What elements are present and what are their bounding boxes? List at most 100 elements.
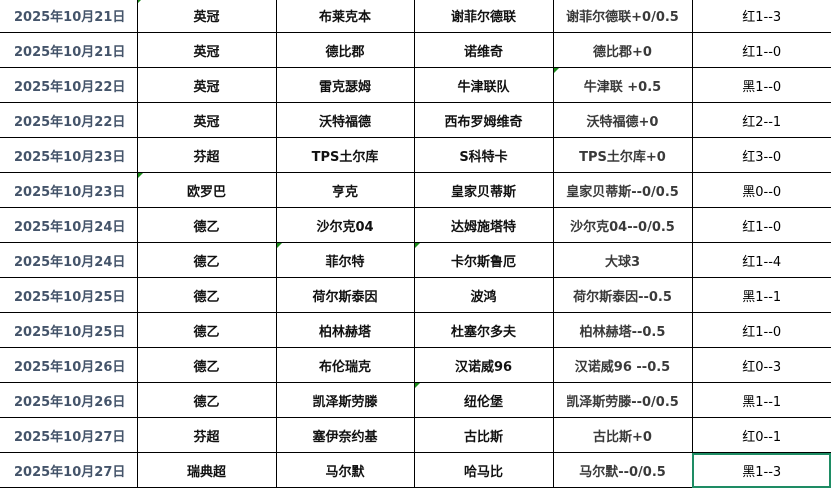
league-cell[interactable]: 英冠 <box>136 0 277 33</box>
home-text: 菲尔特 <box>325 254 365 270</box>
result-cell[interactable]: 黑1--1 <box>691 277 831 313</box>
away-cell[interactable]: 古比斯 <box>413 417 554 453</box>
away-cell[interactable]: 诺维奇 <box>413 32 554 68</box>
away-cell[interactable]: 汉诺威96 <box>413 347 554 383</box>
handicap-text: 马尔默--0/0.5 <box>579 464 666 480</box>
away-cell[interactable]: 卡尔斯鲁厄 <box>413 242 554 278</box>
handicap-text: 汉诺威96 --0.5 <box>574 359 671 375</box>
result-cell[interactable]: 红1--0 <box>691 207 831 243</box>
league-cell[interactable]: 芬超 <box>136 137 277 173</box>
date-cell[interactable]: 2025年10月25日 <box>0 277 138 313</box>
table-row: 2025年10月26日 德乙 布伦瑞克 汉诺威96 汉诺威96 --0.5 红0--3 <box>0 347 831 383</box>
date-text: 2025年10月27日 <box>14 429 126 445</box>
league-cell[interactable]: 德乙 <box>136 277 277 313</box>
away-cell[interactable]: 谢菲尔德联 <box>413 0 554 33</box>
date-cell[interactable]: 2025年10月21日 <box>0 0 138 33</box>
home-cell[interactable]: 塞伊奈约基 <box>275 417 415 453</box>
date-cell[interactable]: 2025年10月27日 <box>0 452 138 488</box>
home-cell[interactable]: 雷克瑟姆 <box>275 67 415 103</box>
league-cell[interactable]: 德乙 <box>136 347 277 383</box>
result-cell[interactable]: 红1--0 <box>691 32 831 68</box>
home-cell[interactable]: 柏林赫塔 <box>275 312 415 348</box>
result-cell[interactable]: 黑1--1 <box>691 382 831 418</box>
handicap-cell[interactable]: 马尔默--0/0.5 <box>552 452 693 488</box>
league-cell[interactable]: 瑞典超 <box>136 452 277 488</box>
result-cell[interactable]: 红1--0 <box>691 312 831 348</box>
date-cell[interactable]: 2025年10月22日 <box>0 102 138 138</box>
handicap-cell[interactable]: 凯泽斯劳滕--0/0.5 <box>552 382 693 418</box>
home-cell[interactable]: 亨克 <box>275 172 415 208</box>
date-cell[interactable]: 2025年10月26日 <box>0 347 138 383</box>
handicap-cell[interactable]: 汉诺威96 --0.5 <box>552 347 693 383</box>
league-cell[interactable]: 英冠 <box>136 102 277 138</box>
league-cell[interactable]: 德乙 <box>136 382 277 418</box>
home-cell[interactable]: 布莱克本 <box>275 0 415 33</box>
home-text: 马尔默 <box>325 464 365 480</box>
home-cell[interactable]: TPS土尔库 <box>275 137 415 173</box>
date-cell[interactable]: 2025年10月24日 <box>0 207 138 243</box>
handicap-cell[interactable]: 沙尔克04--0/0.5 <box>552 207 693 243</box>
result-cell[interactable]: 红3--0 <box>691 137 831 173</box>
date-text: 2025年10月23日 <box>14 184 126 200</box>
date-text: 2025年10月25日 <box>14 289 126 305</box>
handicap-cell[interactable]: 大球3 <box>552 242 693 278</box>
result-cell[interactable]: 黑1--3 <box>691 452 831 488</box>
home-text: TPS土尔库 <box>311 149 379 165</box>
home-text: 沃特福德 <box>318 114 371 130</box>
away-cell[interactable]: 纽伦堡 <box>413 382 554 418</box>
handicap-cell[interactable]: 古比斯+0 <box>552 417 693 453</box>
date-cell[interactable]: 2025年10月21日 <box>0 32 138 68</box>
away-cell[interactable]: 哈马比 <box>413 452 554 488</box>
home-cell[interactable]: 马尔默 <box>275 452 415 488</box>
handicap-cell[interactable]: 牛津联 +0.5 <box>552 67 693 103</box>
result-cell[interactable]: 红1--4 <box>691 242 831 278</box>
away-text: 古比斯 <box>463 429 503 445</box>
home-cell[interactable]: 菲尔特 <box>275 242 415 278</box>
date-cell[interactable]: 2025年10月22日 <box>0 67 138 103</box>
league-cell[interactable]: 芬超 <box>136 417 277 453</box>
league-cell[interactable]: 德乙 <box>136 207 277 243</box>
home-cell[interactable]: 沙尔克04 <box>275 207 415 243</box>
away-cell[interactable]: 西布罗姆维奇 <box>413 102 554 138</box>
date-cell[interactable]: 2025年10月25日 <box>0 312 138 348</box>
date-cell[interactable]: 2025年10月26日 <box>0 382 138 418</box>
home-cell[interactable]: 布伦瑞克 <box>275 347 415 383</box>
result-cell[interactable]: 红0--1 <box>691 417 831 453</box>
date-cell[interactable]: 2025年10月23日 <box>0 137 138 173</box>
away-cell[interactable]: 杜塞尔多夫 <box>413 312 554 348</box>
date-cell[interactable]: 2025年10月24日 <box>0 242 138 278</box>
table-row: 2025年10月23日 欧罗巴 亨克 皇家贝蒂斯 皇家贝蒂斯--0/0.5 黑0--0 <box>0 172 831 208</box>
result-text: 黑1--3 <box>742 464 782 480</box>
home-cell[interactable]: 沃特福德 <box>275 102 415 138</box>
league-cell[interactable]: 德乙 <box>136 312 277 348</box>
home-cell[interactable]: 荷尔斯泰因 <box>275 277 415 313</box>
home-cell[interactable]: 凯泽斯劳滕 <box>275 382 415 418</box>
away-cell[interactable]: S科特卡 <box>413 137 554 173</box>
result-cell[interactable]: 红2--1 <box>691 102 831 138</box>
league-cell[interactable]: 英冠 <box>136 67 277 103</box>
away-cell[interactable]: 达姆施塔特 <box>413 207 554 243</box>
date-cell[interactable]: 2025年10月27日 <box>0 417 138 453</box>
league-cell[interactable]: 欧罗巴 <box>136 172 277 208</box>
handicap-cell[interactable]: 荷尔斯泰因--0.5 <box>552 277 693 313</box>
result-cell[interactable]: 红0--3 <box>691 347 831 383</box>
handicap-cell[interactable]: TPS土尔库+0 <box>552 137 693 173</box>
league-cell[interactable]: 英冠 <box>136 32 277 68</box>
handicap-cell[interactable]: 皇家贝蒂斯--0/0.5 <box>552 172 693 208</box>
handicap-cell[interactable]: 柏林赫塔--0.5 <box>552 312 693 348</box>
home-cell[interactable]: 德比郡 <box>275 32 415 68</box>
away-cell[interactable]: 皇家贝蒂斯 <box>413 172 554 208</box>
handicap-cell[interactable]: 沃特福德+0 <box>552 102 693 138</box>
handicap-text: 沙尔克04--0/0.5 <box>570 219 675 235</box>
date-text: 2025年10月24日 <box>14 219 126 235</box>
result-cell[interactable]: 红1--3 <box>691 0 831 33</box>
handicap-cell[interactable]: 德比郡+0 <box>552 32 693 68</box>
away-cell[interactable]: 牛津联队 <box>413 67 554 103</box>
date-cell[interactable]: 2025年10月23日 <box>0 172 138 208</box>
handicap-cell[interactable]: 谢菲尔德联+0/0.5 <box>552 0 693 33</box>
league-cell[interactable]: 德乙 <box>136 242 277 278</box>
result-cell[interactable]: 黑0--0 <box>691 172 831 208</box>
away-cell[interactable]: 波鸿 <box>413 277 554 313</box>
away-text: 达姆施塔特 <box>450 219 516 235</box>
result-cell[interactable]: 黑1--0 <box>691 67 831 103</box>
